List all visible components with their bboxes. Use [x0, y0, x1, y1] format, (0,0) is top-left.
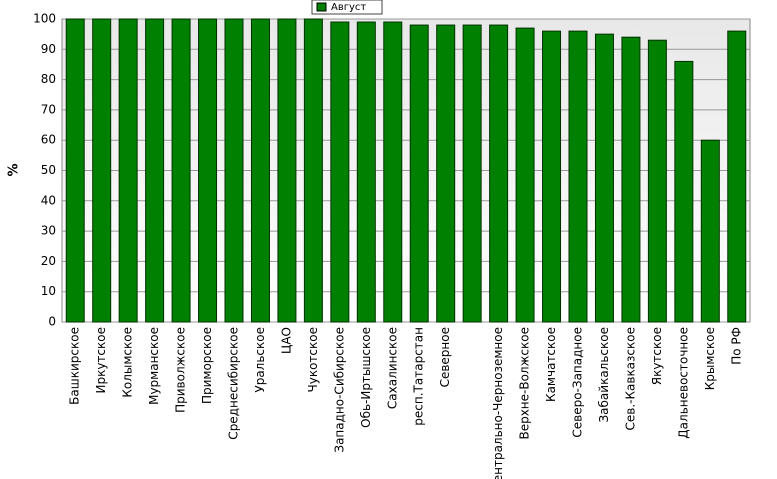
- x-tick-label: Дальневосточное: [676, 327, 690, 439]
- bar: [489, 24, 509, 323]
- y-tick-label: 10: [41, 284, 56, 298]
- y-tick-label: 70: [41, 102, 56, 116]
- x-tick-label: Колымское: [121, 327, 135, 398]
- y-tick-label: 50: [41, 163, 56, 177]
- x-tick-label: Иркутское: [94, 327, 108, 394]
- bar: [436, 24, 456, 323]
- bar: [145, 18, 165, 323]
- x-tick-label: Западно-Сибирское: [332, 327, 346, 453]
- x-tick-label: Крымское: [703, 327, 717, 390]
- legend-box: [311, 0, 383, 15]
- x-tick-label: По РФ: [729, 327, 743, 365]
- x-tick-label: Чукотское: [306, 327, 320, 392]
- x-tick-label: Камчатское: [544, 327, 558, 402]
- bar: [515, 27, 535, 323]
- bar: [171, 18, 191, 323]
- bar: [277, 18, 297, 323]
- bar: [118, 18, 138, 323]
- x-tick-label: Сахалинское: [385, 327, 399, 409]
- y-tick-label: 80: [41, 72, 56, 86]
- x-tick-label: Приморское: [200, 327, 214, 404]
- x-tick-label: Уральское: [253, 327, 267, 393]
- bar: [383, 21, 403, 323]
- y-tick-label: 60: [41, 133, 56, 147]
- bar: [647, 39, 667, 323]
- x-tick-label: Приволжское: [174, 327, 188, 413]
- x-tick-label: Сев.-Кавказское: [623, 327, 637, 430]
- x-tick-label: ЦАО: [279, 327, 293, 354]
- x-tick-label: Якутское: [650, 327, 664, 385]
- bar: [224, 18, 244, 323]
- x-tick-label: Северо-Западное: [571, 327, 585, 438]
- bar: [568, 30, 588, 323]
- x-tick-label: Башкирское: [68, 327, 82, 405]
- x-tick-label: Северное: [438, 327, 452, 387]
- bar: [409, 24, 429, 323]
- bar: [356, 21, 376, 323]
- bar: [621, 36, 641, 323]
- x-tick-label: Центрально-Черноземное: [491, 327, 505, 479]
- x-tick-label: Обь-Иртышское: [359, 327, 373, 428]
- bar: [92, 18, 112, 323]
- bar: [727, 30, 747, 323]
- bar: [330, 21, 350, 323]
- legend-swatch: [316, 2, 327, 12]
- bar: [594, 33, 614, 323]
- y-tick-label: 30: [41, 224, 56, 238]
- y-tick-label: 90: [41, 42, 56, 56]
- y-tick-label: 100: [33, 12, 56, 26]
- legend: Август: [311, 0, 383, 15]
- y-axis-label: %: [7, 163, 22, 176]
- y-tick-label: 0: [48, 315, 56, 329]
- bar: [542, 30, 562, 323]
- x-tick-label: Среднесибирское: [227, 327, 241, 440]
- bar: [65, 18, 85, 323]
- bar: [674, 60, 694, 323]
- bar: [303, 18, 323, 323]
- bar: [250, 18, 270, 323]
- bar: [198, 18, 218, 323]
- x-tick-label: Верхне-Волжское: [518, 327, 532, 440]
- y-tick-label: 20: [41, 254, 56, 268]
- x-tick-label: респ.Татарстан: [412, 327, 426, 426]
- x-tick-label: Мурманское: [147, 327, 161, 405]
- bar: [700, 139, 720, 323]
- x-tick-label: Забайкальское: [597, 327, 611, 423]
- y-tick-label: 40: [41, 193, 56, 207]
- legend-label: Август: [331, 2, 366, 13]
- bar: [462, 24, 482, 323]
